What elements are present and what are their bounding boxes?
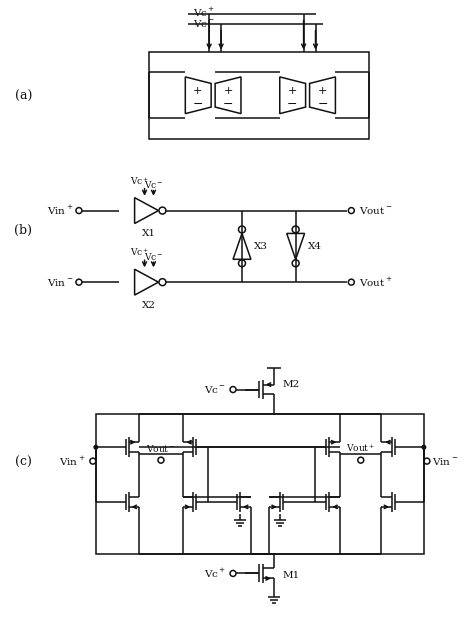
Text: Vc$^-$: Vc$^-$	[144, 251, 163, 262]
Text: Vc$^-$: Vc$^-$	[204, 384, 226, 395]
Text: −: −	[223, 98, 234, 111]
Text: Vc$^-$: Vc$^-$	[144, 180, 163, 190]
Text: −: −	[192, 98, 203, 111]
Text: X2: X2	[142, 301, 155, 310]
Text: +: +	[224, 86, 233, 96]
Text: Vin$^-$: Vin$^-$	[46, 277, 73, 288]
Text: X4: X4	[308, 242, 321, 251]
Text: Vc$^+$: Vc$^+$	[130, 175, 149, 186]
Text: (c): (c)	[15, 456, 32, 469]
Text: Vout$^+$: Vout$^+$	[359, 275, 393, 288]
Text: +: +	[193, 86, 202, 96]
Text: X1: X1	[142, 229, 155, 238]
Circle shape	[94, 446, 98, 449]
Text: Vc$^-$: Vc$^-$	[193, 18, 216, 29]
Text: (b): (b)	[14, 224, 32, 237]
Text: Vin$^+$: Vin$^+$	[59, 454, 86, 468]
Text: Vout$^+$: Vout$^+$	[346, 443, 375, 454]
Text: Vin$^-$: Vin$^-$	[432, 456, 458, 467]
Text: (a): (a)	[15, 90, 32, 103]
Bar	[148, 51, 369, 139]
Text: Vc$^+$: Vc$^+$	[130, 246, 149, 258]
Text: Vin$^+$: Vin$^+$	[46, 204, 73, 217]
Text: Vc$^+$: Vc$^+$	[204, 567, 226, 580]
Text: M1: M1	[283, 571, 300, 580]
Text: Vout$^-$: Vout$^-$	[146, 443, 176, 454]
Bar	[96, 414, 424, 553]
Text: +: +	[288, 86, 297, 96]
Text: −: −	[318, 98, 328, 111]
Text: Vc$^+$: Vc$^+$	[193, 6, 216, 19]
Circle shape	[422, 446, 426, 449]
Text: +: +	[318, 86, 328, 96]
Text: Vout$^-$: Vout$^-$	[359, 205, 393, 216]
Text: X3: X3	[254, 242, 268, 251]
Text: −: −	[287, 98, 298, 111]
Text: M2: M2	[283, 380, 300, 389]
